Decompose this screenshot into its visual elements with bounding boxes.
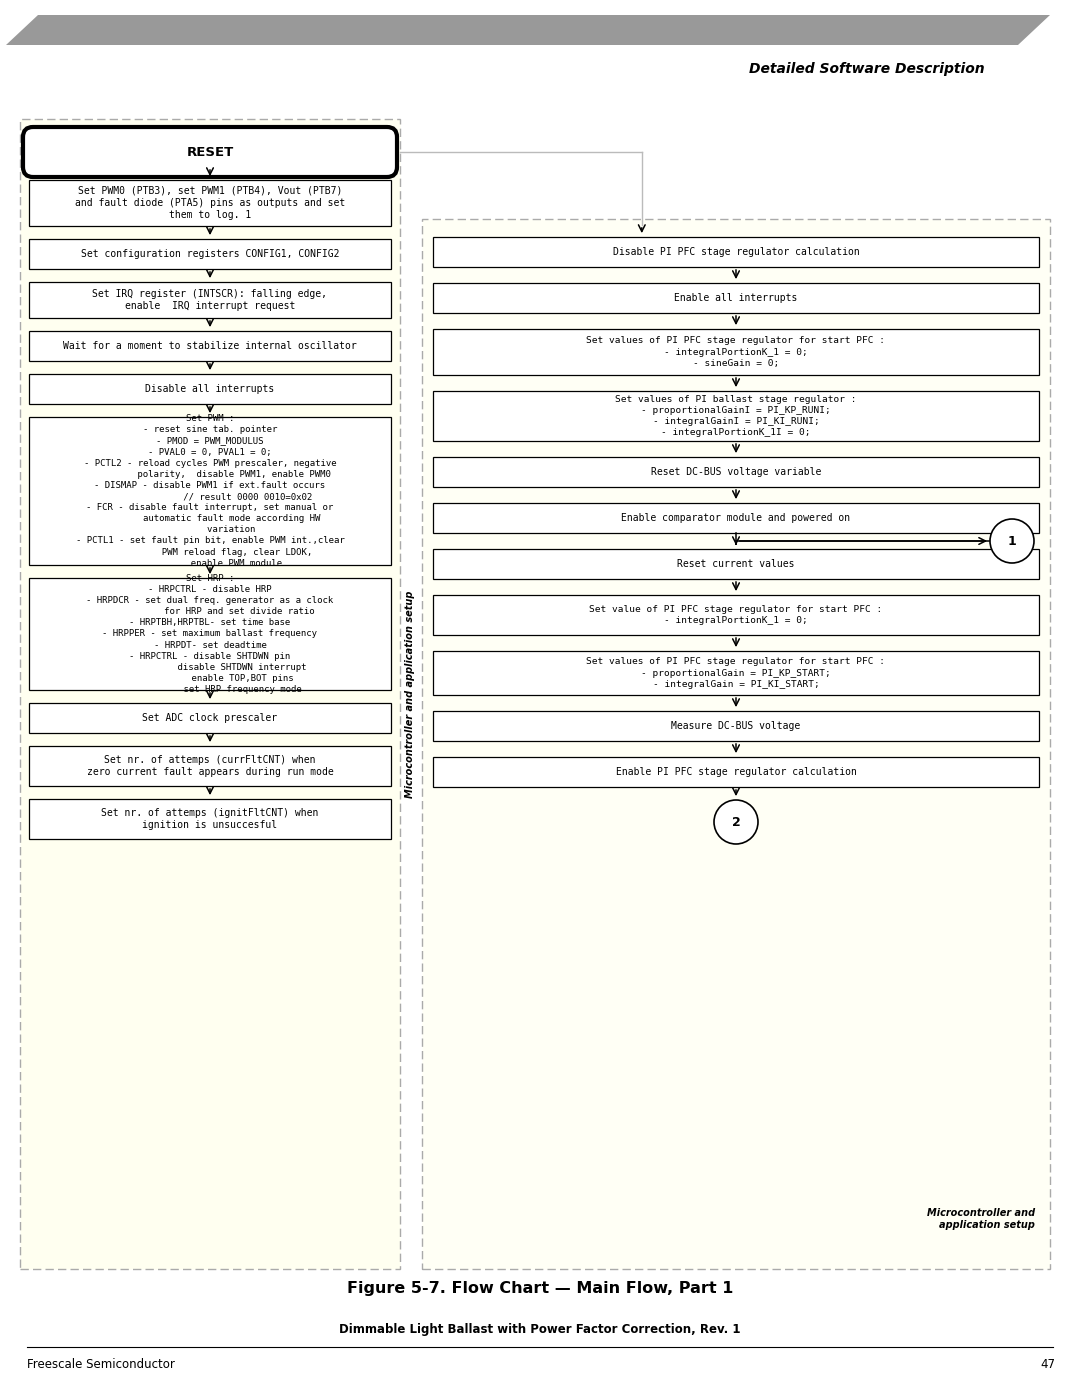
- Text: Set PWM :
- reset sine tab. pointer
- PMOD = PWM_MODULUS
- PVAL0 = 0, PVAL1 = 0;: Set PWM : - reset sine tab. pointer - PM…: [76, 415, 345, 567]
- Text: 47: 47: [1040, 1358, 1055, 1370]
- FancyBboxPatch shape: [29, 799, 391, 840]
- FancyBboxPatch shape: [29, 239, 391, 270]
- Circle shape: [990, 520, 1034, 563]
- FancyBboxPatch shape: [433, 711, 1039, 740]
- FancyBboxPatch shape: [433, 757, 1039, 787]
- FancyBboxPatch shape: [433, 457, 1039, 488]
- Text: Set values of PI ballast stage regulator :
- proportionalGainI = PI_KP_RUNI;
- i: Set values of PI ballast stage regulator…: [616, 395, 856, 437]
- Text: Set HRP :
- HRPCTRL - disable HRP
- HRPDCR - set dual freq. generator as a clock: Set HRP : - HRPCTRL - disable HRP - HRPD…: [86, 574, 334, 694]
- Text: Set IRQ register (INTSCR): falling edge,
enable  IRQ interrupt request: Set IRQ register (INTSCR): falling edge,…: [93, 289, 327, 312]
- Text: Set values of PI PFC stage regulator for start PFC :
- proportionalGain = PI_KP_: Set values of PI PFC stage regulator for…: [586, 658, 886, 689]
- Text: Enable all interrupts: Enable all interrupts: [674, 293, 798, 303]
- Circle shape: [714, 800, 758, 844]
- Text: RESET: RESET: [187, 145, 233, 158]
- Text: Disable PI PFC stage regulator calculation: Disable PI PFC stage regulator calculati…: [612, 247, 860, 257]
- FancyBboxPatch shape: [433, 330, 1039, 374]
- Text: Disable all interrupts: Disable all interrupts: [146, 384, 274, 394]
- Text: Detailed Software Description: Detailed Software Description: [750, 61, 985, 75]
- FancyBboxPatch shape: [433, 237, 1039, 267]
- FancyBboxPatch shape: [29, 703, 391, 733]
- FancyBboxPatch shape: [433, 391, 1039, 441]
- FancyBboxPatch shape: [29, 180, 391, 226]
- FancyBboxPatch shape: [29, 331, 391, 360]
- FancyBboxPatch shape: [433, 651, 1039, 694]
- Text: Set configuration registers CONFIG1, CONFIG2: Set configuration registers CONFIG1, CON…: [81, 249, 339, 258]
- FancyBboxPatch shape: [433, 503, 1039, 534]
- Text: Set values of PI PFC stage regulator for start PFC :
- integralPortionK_1 = 0;
-: Set values of PI PFC stage regulator for…: [586, 337, 886, 367]
- FancyBboxPatch shape: [29, 746, 391, 787]
- Text: Set nr. of attemps (ignitFltCNT) when
ignition is unsuccesful: Set nr. of attemps (ignitFltCNT) when ig…: [102, 807, 319, 830]
- Polygon shape: [6, 15, 1050, 45]
- FancyBboxPatch shape: [433, 595, 1039, 636]
- Text: Set PWM0 (PTB3), set PWM1 (PTB4), Vout (PTB7)
and fault diode (PTA5) pins as out: Set PWM0 (PTB3), set PWM1 (PTB4), Vout (…: [75, 186, 346, 221]
- FancyBboxPatch shape: [422, 219, 1050, 1268]
- Text: Reset DC-BUS voltage variable: Reset DC-BUS voltage variable: [651, 467, 821, 476]
- FancyBboxPatch shape: [29, 578, 391, 690]
- Text: Measure DC-BUS voltage: Measure DC-BUS voltage: [672, 721, 800, 731]
- Text: Microcontroller and application setup: Microcontroller and application setup: [405, 591, 415, 798]
- FancyBboxPatch shape: [433, 284, 1039, 313]
- Text: Wait for a moment to stabilize internal oscillator: Wait for a moment to stabilize internal …: [63, 341, 356, 351]
- Text: Set value of PI PFC stage regulator for start PFC :
- integralPortionK_1 = 0;: Set value of PI PFC stage regulator for …: [590, 605, 882, 624]
- FancyBboxPatch shape: [23, 127, 397, 177]
- Text: Dimmable Light Ballast with Power Factor Correction, Rev. 1: Dimmable Light Ballast with Power Factor…: [339, 1323, 741, 1336]
- Text: Reset current values: Reset current values: [677, 559, 795, 569]
- Text: Figure 5-7. Flow Chart — Main Flow, Part 1: Figure 5-7. Flow Chart — Main Flow, Part…: [347, 1281, 733, 1296]
- Text: Freescale Semiconductor: Freescale Semiconductor: [27, 1358, 175, 1370]
- FancyBboxPatch shape: [21, 119, 400, 1268]
- Text: 2: 2: [731, 816, 741, 828]
- Text: 1: 1: [1008, 535, 1016, 548]
- FancyBboxPatch shape: [29, 416, 391, 564]
- Text: Enable comparator module and powered on: Enable comparator module and powered on: [621, 513, 851, 522]
- Text: Enable PI PFC stage regulator calculation: Enable PI PFC stage regulator calculatio…: [616, 767, 856, 777]
- FancyBboxPatch shape: [433, 549, 1039, 578]
- Text: Set ADC clock prescaler: Set ADC clock prescaler: [143, 712, 278, 724]
- FancyBboxPatch shape: [29, 374, 391, 404]
- Text: Set nr. of attemps (currFltCNT) when
zero current fault appears during run mode: Set nr. of attemps (currFltCNT) when zer…: [86, 754, 334, 777]
- Text: Microcontroller and
application setup: Microcontroller and application setup: [927, 1208, 1035, 1229]
- FancyBboxPatch shape: [29, 282, 391, 319]
